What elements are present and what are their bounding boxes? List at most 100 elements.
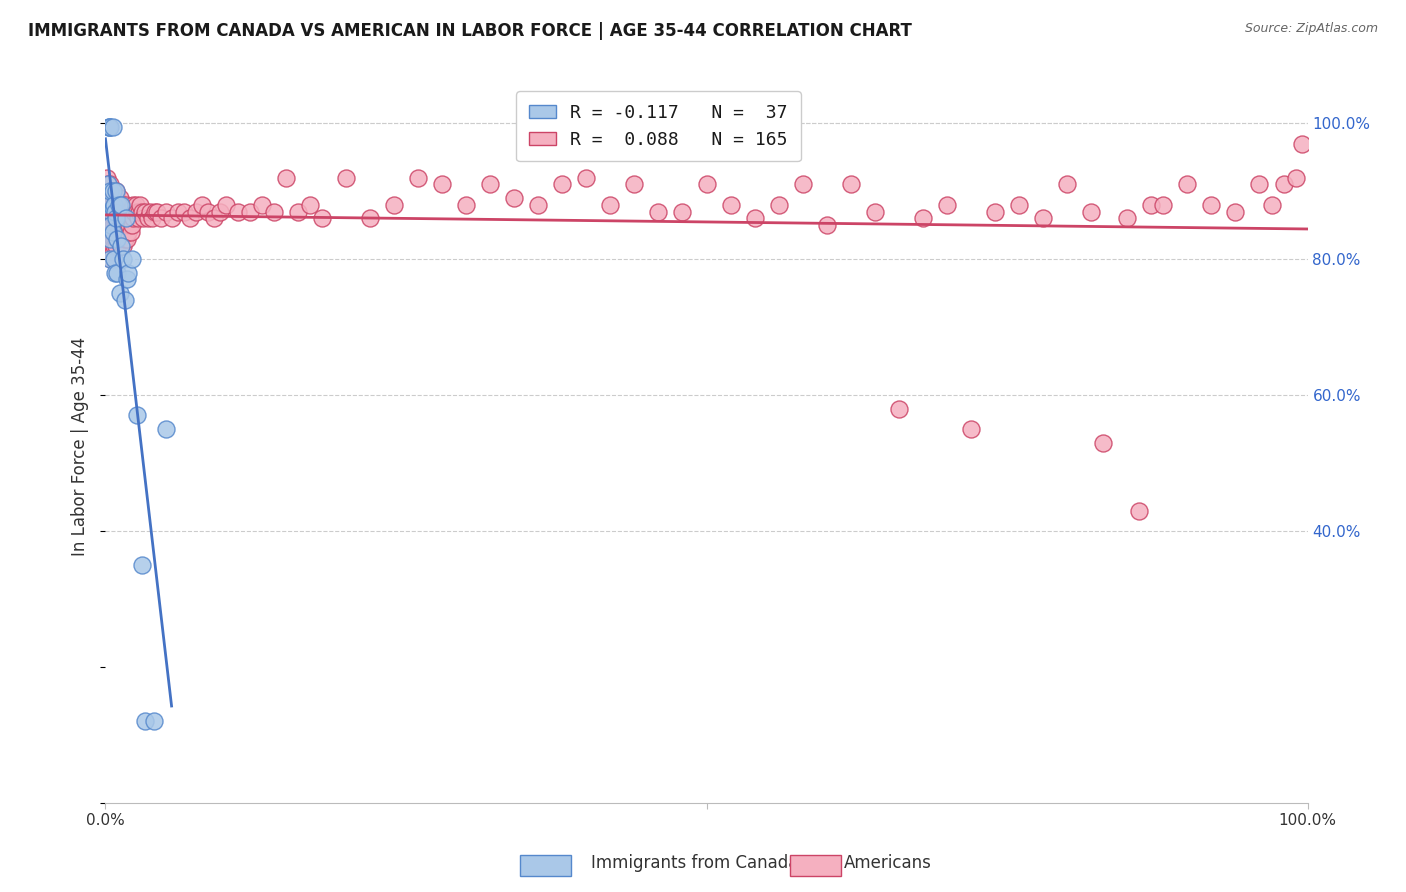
Point bbox=[263, 204, 285, 219]
Point bbox=[98, 120, 121, 134]
Point bbox=[142, 714, 165, 729]
Point bbox=[96, 204, 118, 219]
Point bbox=[335, 170, 357, 185]
Point bbox=[1284, 170, 1306, 185]
Point bbox=[696, 178, 718, 192]
Point bbox=[112, 238, 135, 252]
Point bbox=[1152, 198, 1174, 212]
Point bbox=[101, 191, 124, 205]
Point bbox=[107, 204, 129, 219]
Text: Americans: Americans bbox=[844, 855, 932, 872]
Point bbox=[103, 225, 125, 239]
Point bbox=[647, 204, 669, 219]
Point bbox=[100, 238, 122, 252]
Point bbox=[98, 184, 121, 198]
Point bbox=[111, 204, 134, 219]
Point bbox=[98, 225, 121, 239]
Point bbox=[107, 232, 129, 246]
Point bbox=[105, 211, 128, 226]
Point bbox=[1116, 211, 1139, 226]
Point bbox=[143, 204, 166, 219]
Point bbox=[107, 211, 129, 226]
Point bbox=[623, 178, 645, 192]
Point bbox=[108, 232, 131, 246]
Point bbox=[1175, 178, 1198, 192]
Point bbox=[136, 211, 159, 226]
Point bbox=[311, 211, 333, 226]
Point bbox=[129, 198, 152, 212]
Point bbox=[114, 232, 136, 246]
Point bbox=[105, 238, 128, 252]
Point bbox=[112, 252, 135, 266]
Point bbox=[936, 198, 959, 212]
Point bbox=[107, 266, 129, 280]
Point bbox=[98, 232, 121, 246]
Point bbox=[173, 204, 195, 219]
Point bbox=[132, 211, 155, 226]
Point bbox=[115, 218, 138, 232]
Point bbox=[104, 191, 127, 205]
Point bbox=[122, 198, 145, 212]
Point bbox=[101, 201, 124, 215]
Point bbox=[111, 232, 134, 246]
Point bbox=[1128, 503, 1150, 517]
Point bbox=[101, 245, 124, 260]
Point bbox=[1291, 136, 1313, 151]
Point bbox=[103, 198, 125, 212]
Point bbox=[115, 225, 138, 239]
Point bbox=[98, 238, 121, 252]
Point bbox=[110, 238, 132, 252]
Point bbox=[115, 211, 138, 226]
Point bbox=[139, 204, 162, 219]
Point bbox=[98, 184, 121, 198]
Point bbox=[110, 225, 132, 239]
Point bbox=[527, 198, 550, 212]
Point bbox=[103, 211, 125, 226]
Point bbox=[599, 198, 621, 212]
Point bbox=[97, 191, 120, 205]
Point bbox=[108, 286, 131, 301]
Point bbox=[149, 211, 172, 226]
Point bbox=[101, 232, 124, 246]
Point bbox=[107, 232, 129, 246]
Point bbox=[863, 204, 886, 219]
Point bbox=[141, 211, 163, 226]
Point bbox=[105, 184, 128, 198]
Point bbox=[114, 293, 136, 307]
Point bbox=[98, 120, 121, 134]
Point bbox=[98, 252, 121, 266]
Point bbox=[105, 184, 128, 198]
Point bbox=[98, 238, 121, 252]
Point bbox=[1260, 198, 1282, 212]
Point bbox=[120, 211, 142, 226]
Point bbox=[128, 204, 150, 219]
Point bbox=[110, 211, 132, 226]
Point bbox=[179, 211, 201, 226]
Point bbox=[1249, 178, 1271, 192]
Point bbox=[274, 170, 297, 185]
Point bbox=[479, 178, 502, 192]
Point bbox=[101, 218, 124, 232]
Point bbox=[103, 198, 125, 212]
Point bbox=[100, 218, 122, 232]
Point bbox=[97, 178, 120, 192]
Point bbox=[101, 225, 124, 239]
Point bbox=[146, 204, 169, 219]
Point bbox=[97, 204, 120, 219]
Point bbox=[1056, 178, 1078, 192]
Text: Source: ZipAtlas.com: Source: ZipAtlas.com bbox=[1244, 22, 1378, 36]
Point bbox=[815, 218, 838, 232]
Point bbox=[110, 198, 132, 212]
Point bbox=[98, 211, 121, 226]
Point bbox=[911, 211, 934, 226]
Point bbox=[97, 198, 120, 212]
Point bbox=[1225, 204, 1247, 219]
Point bbox=[97, 178, 120, 192]
Point bbox=[107, 218, 129, 232]
Point bbox=[120, 225, 142, 239]
Point bbox=[111, 218, 134, 232]
Point bbox=[184, 204, 207, 219]
Point bbox=[1008, 198, 1031, 212]
Point bbox=[155, 204, 177, 219]
Point bbox=[250, 198, 273, 212]
